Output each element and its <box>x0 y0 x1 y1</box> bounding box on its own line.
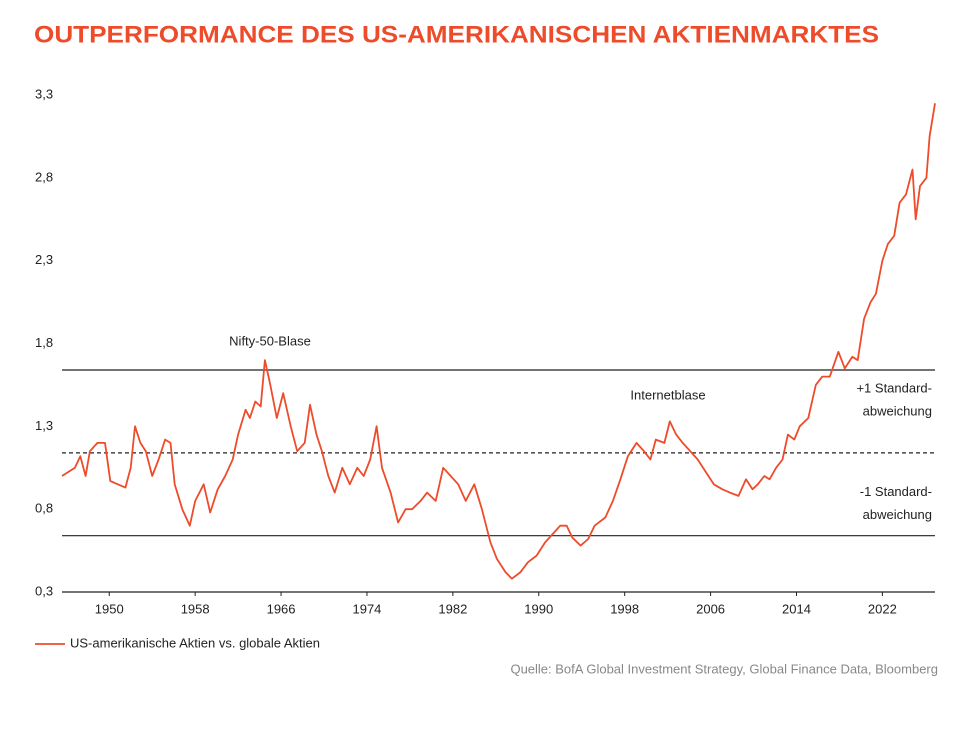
y-tick-label: 2,3 <box>35 252 53 267</box>
legend-label: US-amerikanische Aktien vs. globale Akti… <box>70 635 320 650</box>
y-tick-label: 0,3 <box>35 583 53 598</box>
reference-label: +1 Standard- <box>856 380 932 395</box>
x-tick-label: 2014 <box>782 601 811 616</box>
x-tick-label: 1966 <box>267 601 296 616</box>
data-line <box>61 103 936 580</box>
x-tick-label: 2006 <box>696 601 725 616</box>
reference-label: abweichung <box>863 507 932 522</box>
annotation: Nifty-50-Blase <box>229 333 311 348</box>
x-tick-label: 1998 <box>610 601 639 616</box>
x-tick-label: 1950 <box>95 601 124 616</box>
y-tick-label: 1,8 <box>35 335 53 350</box>
x-tick-label: 1990 <box>524 601 553 616</box>
y-tick-label: 2,8 <box>35 169 53 184</box>
reference-label: abweichung <box>863 403 932 418</box>
x-tick-label: 2022 <box>868 601 897 616</box>
y-tick-label: 1,3 <box>35 418 53 433</box>
reference-label: -1 Standard- <box>860 484 932 499</box>
x-tick-label: 1982 <box>438 601 467 616</box>
y-tick-label: 0,8 <box>35 501 53 516</box>
chart-title: OUTPERFORMANCE DES US-AMERIKANISCHEN AKT… <box>34 21 879 48</box>
annotation: Internetblase <box>630 387 705 402</box>
source: Quelle: BofA Global Investment Strategy,… <box>510 661 938 676</box>
x-tick-label: 1974 <box>352 601 381 616</box>
y-tick-label: 3,3 <box>35 86 53 101</box>
x-tick-label: 1958 <box>181 601 210 616</box>
